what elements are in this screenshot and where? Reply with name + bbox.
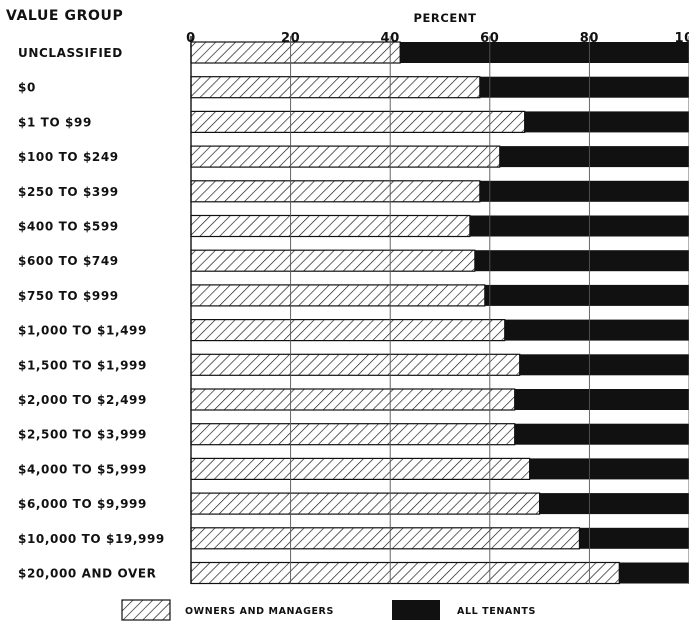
value-axis-title: PERCENT [413,11,476,25]
category-label: $1,500 TO $1,999 [18,358,147,372]
bar-owners-and-managers [190,457,531,480]
bar-owners-and-managers [190,284,486,307]
bar-all-tenants [499,146,689,168]
bar-owners-and-managers [190,353,521,376]
bar-all-tenants [479,180,689,202]
bar-owners-and-managers [190,423,516,446]
bars [190,41,689,585]
category-label: $600 TO $749 [18,254,119,268]
bar-all-tenants [524,111,689,133]
bar-owners-and-managers [190,561,620,585]
gridlines [190,36,689,584]
category-label: $1 TO $99 [18,115,92,129]
category-label: $20,000 AND OVER [18,567,157,581]
category-label: $4,000 TO $5,999 [18,462,147,476]
bar-all-tenants [519,354,689,376]
category-label: $400 TO $599 [18,220,119,234]
legend: OWNERS AND MANAGERS ALL TENANTS [121,599,536,621]
bar-owners-and-managers [190,41,401,64]
category-label: $250 TO $399 [18,185,119,199]
bar-owners-and-managers [190,76,481,99]
bar-owners-and-managers [190,249,476,272]
bar-owners-and-managers [190,388,516,411]
bar-all-tenants [514,423,689,445]
category-label: $100 TO $249 [18,150,119,164]
bar-owners-and-managers [190,319,506,342]
bar-all-tenants [469,215,689,237]
bar-all-tenants [474,250,689,272]
category-label: $0 [18,81,36,95]
bar-all-tenants [479,76,689,98]
bar-all-tenants [400,42,689,63]
bar-owners-and-managers [190,110,526,134]
bar-owners-and-managers [190,527,581,550]
bar-all-tenants [539,493,689,515]
category-label: $6,000 TO $9,999 [18,497,147,511]
bar-owners-and-managers [190,145,501,168]
bar-owners-and-managers [190,492,541,515]
category-labels: UNCLASSIFIED $0 $1 TO $99 $100 TO $249 $250 … [18,46,165,581]
category-label: $750 TO $999 [18,289,119,303]
legend-swatch-owners [121,599,171,621]
category-axis-title: VALUE GROUP [6,8,123,24]
bar-owners-and-managers [190,214,471,238]
bar-all-tenants [484,284,689,306]
category-label: $2,000 TO $2,499 [18,393,147,407]
bar-all-tenants [579,527,689,549]
bar-all-tenants [529,458,689,480]
bar-owners-and-managers [190,180,481,203]
bar-all-tenants [619,562,689,584]
category-label: $1,000 TO $1,499 [18,324,147,338]
legend-swatch-tenants [392,600,440,620]
legend-label-tenants: ALL TENANTS [457,606,536,617]
category-label: UNCLASSIFIED [18,46,123,60]
bar-all-tenants [504,319,689,341]
legend-label-owners: OWNERS AND MANAGERS [185,606,334,617]
category-label: $2,500 TO $3,999 [18,428,147,442]
category-label: $10,000 TO $19,999 [18,532,165,546]
bar-all-tenants [514,389,689,410]
